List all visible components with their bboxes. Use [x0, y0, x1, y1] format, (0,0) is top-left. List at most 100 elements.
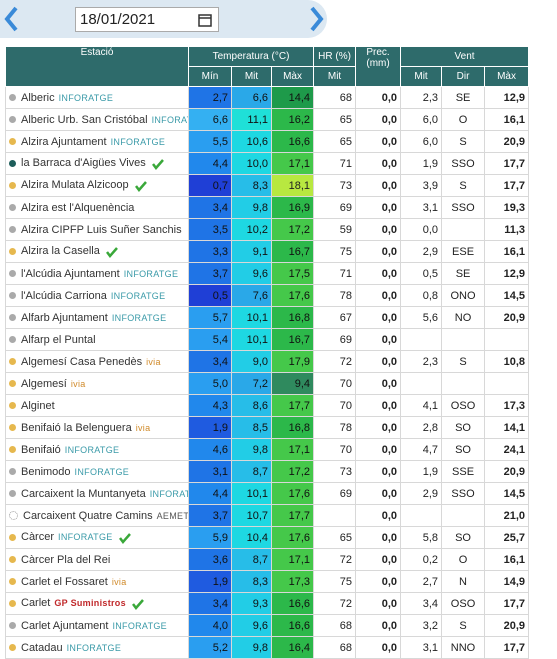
table-body: Alberic INFORATGE 2,7 6,6 14,4 68 0,0 2,3 SE 12,9…: [5, 86, 530, 659]
value-cell: 78: [313, 416, 357, 439]
station-cell: Alginet: [5, 394, 189, 417]
station-cell: Benifaió la Belenguera ivia: [5, 416, 189, 439]
value-cell: 0,7: [188, 174, 232, 197]
value-cell: 70: [313, 372, 357, 395]
station-tag: INFORATGE: [149, 488, 188, 499]
status-dot: [9, 226, 16, 234]
value-cell: O: [441, 108, 486, 131]
station-name: Alzira Ajuntament: [21, 135, 107, 148]
value-cell: 8,3: [231, 174, 272, 197]
value-cell: OSO: [441, 394, 486, 417]
station-cell: Carcaixent Quatre Camins AEMET: [5, 504, 189, 527]
value-cell: [441, 328, 486, 351]
value-cell: [400, 328, 443, 351]
value-cell: 5,7: [188, 306, 232, 329]
date-bar: 18/01/2021: [0, 0, 327, 38]
value-cell: 4,1: [400, 394, 443, 417]
value-cell: 71: [313, 262, 357, 285]
value-cell: 3,7: [188, 504, 232, 527]
value-cell: 10,1: [231, 328, 272, 351]
value-cell: 17,7: [484, 592, 530, 615]
value-cell: 14,9: [484, 570, 530, 593]
station-cell: Benifaió INFORATGE: [5, 438, 189, 461]
value-cell: 25,7: [484, 526, 530, 549]
stations-table: Estació Temperatura (°C) HR (%) Prec. (m…: [5, 46, 530, 659]
station-cell: Carcaixent la MuntanyetaINFORATGE: [5, 482, 189, 505]
station-cell: Alzira la Casella: [5, 240, 189, 263]
station-name: Algemesí Casa Penedès: [21, 355, 143, 368]
value-cell: 72: [313, 592, 357, 615]
value-cell: [484, 328, 530, 351]
value-cell: 5,4: [188, 328, 232, 351]
value-cell: 17,1: [270, 152, 315, 175]
status-dot: [9, 380, 16, 388]
value-cell: 2,7: [400, 570, 443, 593]
value-cell: [484, 372, 530, 395]
station-cell: Carlet el Fossaret ivia: [5, 570, 189, 593]
station-row: Alberic INFORATGE 2,7 6,6 14,4 68 0,0 2,3 SE 12,9: [5, 86, 530, 109]
header-prec: Prec. (mm): [355, 46, 402, 87]
value-cell: 17,1: [270, 438, 315, 461]
station-name: Alzira Mulata Alzicoop: [21, 179, 129, 192]
value-cell: 3,9: [400, 174, 443, 197]
value-cell: 20,9: [484, 130, 530, 153]
value-cell: 10,7: [231, 504, 272, 527]
value-cell: 68: [313, 636, 357, 659]
value-cell: 3,4: [188, 350, 232, 373]
status-dot: [9, 468, 16, 476]
station-tag: GP Suministros: [54, 598, 126, 609]
value-cell: 10,8: [484, 350, 530, 373]
value-cell: [441, 504, 486, 527]
station-name: Alzira CIPFP Luis Suñer Sanchis: [21, 223, 182, 236]
station-name: l'Alcúdia Carriona: [21, 289, 107, 302]
station-cell: Alfarp el Puntal: [5, 328, 189, 351]
station-name: Alberic Urb. San Cristóbal: [21, 113, 148, 126]
value-cell: 12,9: [484, 86, 530, 109]
value-cell: 67: [313, 306, 357, 329]
value-cell: 17,2: [270, 460, 315, 483]
status-dot: [9, 292, 16, 300]
station-tag: INFORATGE: [110, 136, 166, 147]
status-dot: [9, 94, 16, 102]
date-input[interactable]: 18/01/2021: [75, 7, 219, 32]
station-row: Algemesí Casa Penedès ivia 3,4 9,0 17,9 72 0,0…: [5, 350, 530, 373]
station-name: Benifaió la Belenguera: [21, 421, 132, 434]
station-tag: INFORATGE: [110, 290, 166, 301]
value-cell: 16,6: [270, 130, 315, 153]
value-cell: 72: [313, 548, 357, 571]
value-cell: 5,5: [188, 130, 232, 153]
subheader: Dir: [441, 66, 486, 87]
header-temperature: Temperatura (°C): [187, 46, 315, 67]
value-cell: 4,3: [188, 394, 232, 417]
value-cell: 11,1: [231, 108, 272, 131]
value-cell: 0,0: [355, 548, 402, 571]
station-name: Carcaixent Quatre Camins: [23, 509, 153, 522]
status-dot: [9, 358, 16, 366]
station-row: Alginet 4,3 8,6 17,7 70 0,0 4,1 OSO 17,3: [5, 394, 530, 417]
value-cell: 3,5: [188, 218, 232, 241]
station-tag: ivia: [70, 378, 86, 389]
value-cell: 78: [313, 284, 357, 307]
prev-day[interactable]: [2, 4, 22, 34]
value-cell: 17,7: [484, 636, 530, 659]
calendar-icon[interactable]: [198, 13, 212, 27]
station-name: Catadau: [21, 641, 63, 654]
value-cell: 0,0: [400, 218, 443, 241]
subheader: Mit: [313, 66, 357, 87]
station-name: Alberic: [21, 91, 55, 104]
status-dot: [9, 644, 16, 652]
value-cell: 0,0: [355, 372, 402, 395]
station-row: l'Alcúdia Carriona INFORATGE 0,5 7,6 17,6 78 0…: [5, 284, 530, 307]
value-cell: 73: [313, 174, 357, 197]
station-tag: INFORATGE: [151, 114, 188, 125]
value-cell: 17,7: [484, 152, 530, 175]
value-cell: 0,0: [355, 86, 402, 109]
station-row: Carlet GP Suministros 3,4 9,3 16,6 72 0,0 3,4 OS…: [5, 592, 530, 615]
value-cell: SO: [441, 526, 486, 549]
value-cell: 0,0: [355, 262, 402, 285]
station-tag: INFORATGE: [64, 444, 120, 455]
next-day[interactable]: [306, 4, 326, 34]
value-cell: 3,1: [400, 636, 443, 659]
value-cell: 17,5: [270, 262, 315, 285]
value-cell: 8,6: [231, 394, 272, 417]
